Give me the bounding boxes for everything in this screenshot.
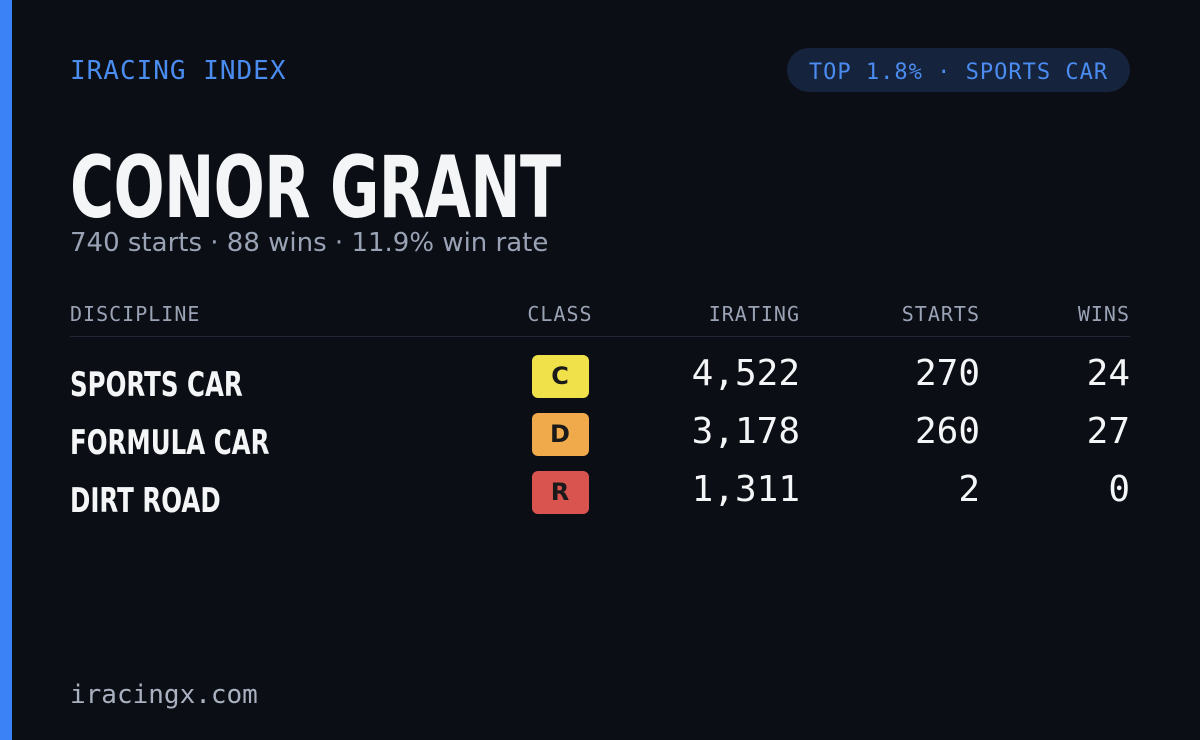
- column-header: STARTS: [901, 302, 980, 326]
- column-header: WINS: [1077, 302, 1130, 326]
- player-name: CONOR GRANT: [70, 138, 561, 238]
- brand: IRACING INDEX: [70, 56, 287, 86]
- irating-value: 3,178: [691, 411, 800, 452]
- irating-value: 1,311: [691, 469, 800, 510]
- starts-value: 270: [914, 353, 980, 394]
- starts-value: 2: [958, 469, 980, 510]
- column-header: IRATING: [708, 302, 800, 326]
- discipline: DIRT ROAD: [70, 481, 221, 521]
- wins-value: 24: [1086, 353, 1130, 394]
- irating-value: 4,522: [691, 353, 800, 394]
- player-summary: 740 starts · 88 wins · 11.9% win rate: [70, 228, 549, 258]
- starts-value: 260: [914, 411, 980, 452]
- wins-value: 0: [1108, 469, 1130, 510]
- class-badge: R: [531, 471, 589, 514]
- accent-stripe: [0, 0, 12, 740]
- rank-badge: TOP 1.8% · SPORTS CAR: [787, 48, 1130, 92]
- column-header: DISCIPLINE: [70, 302, 201, 326]
- discipline: FORMULA CAR: [70, 423, 270, 463]
- class-badge: D: [531, 413, 589, 456]
- footer-site: iracingx.com: [70, 680, 258, 710]
- header-rule: [70, 336, 1130, 337]
- discipline: SPORTS CAR: [70, 365, 243, 405]
- class-badge: C: [531, 355, 589, 398]
- wins-value: 27: [1086, 411, 1130, 452]
- column-header: CLASS: [527, 302, 593, 326]
